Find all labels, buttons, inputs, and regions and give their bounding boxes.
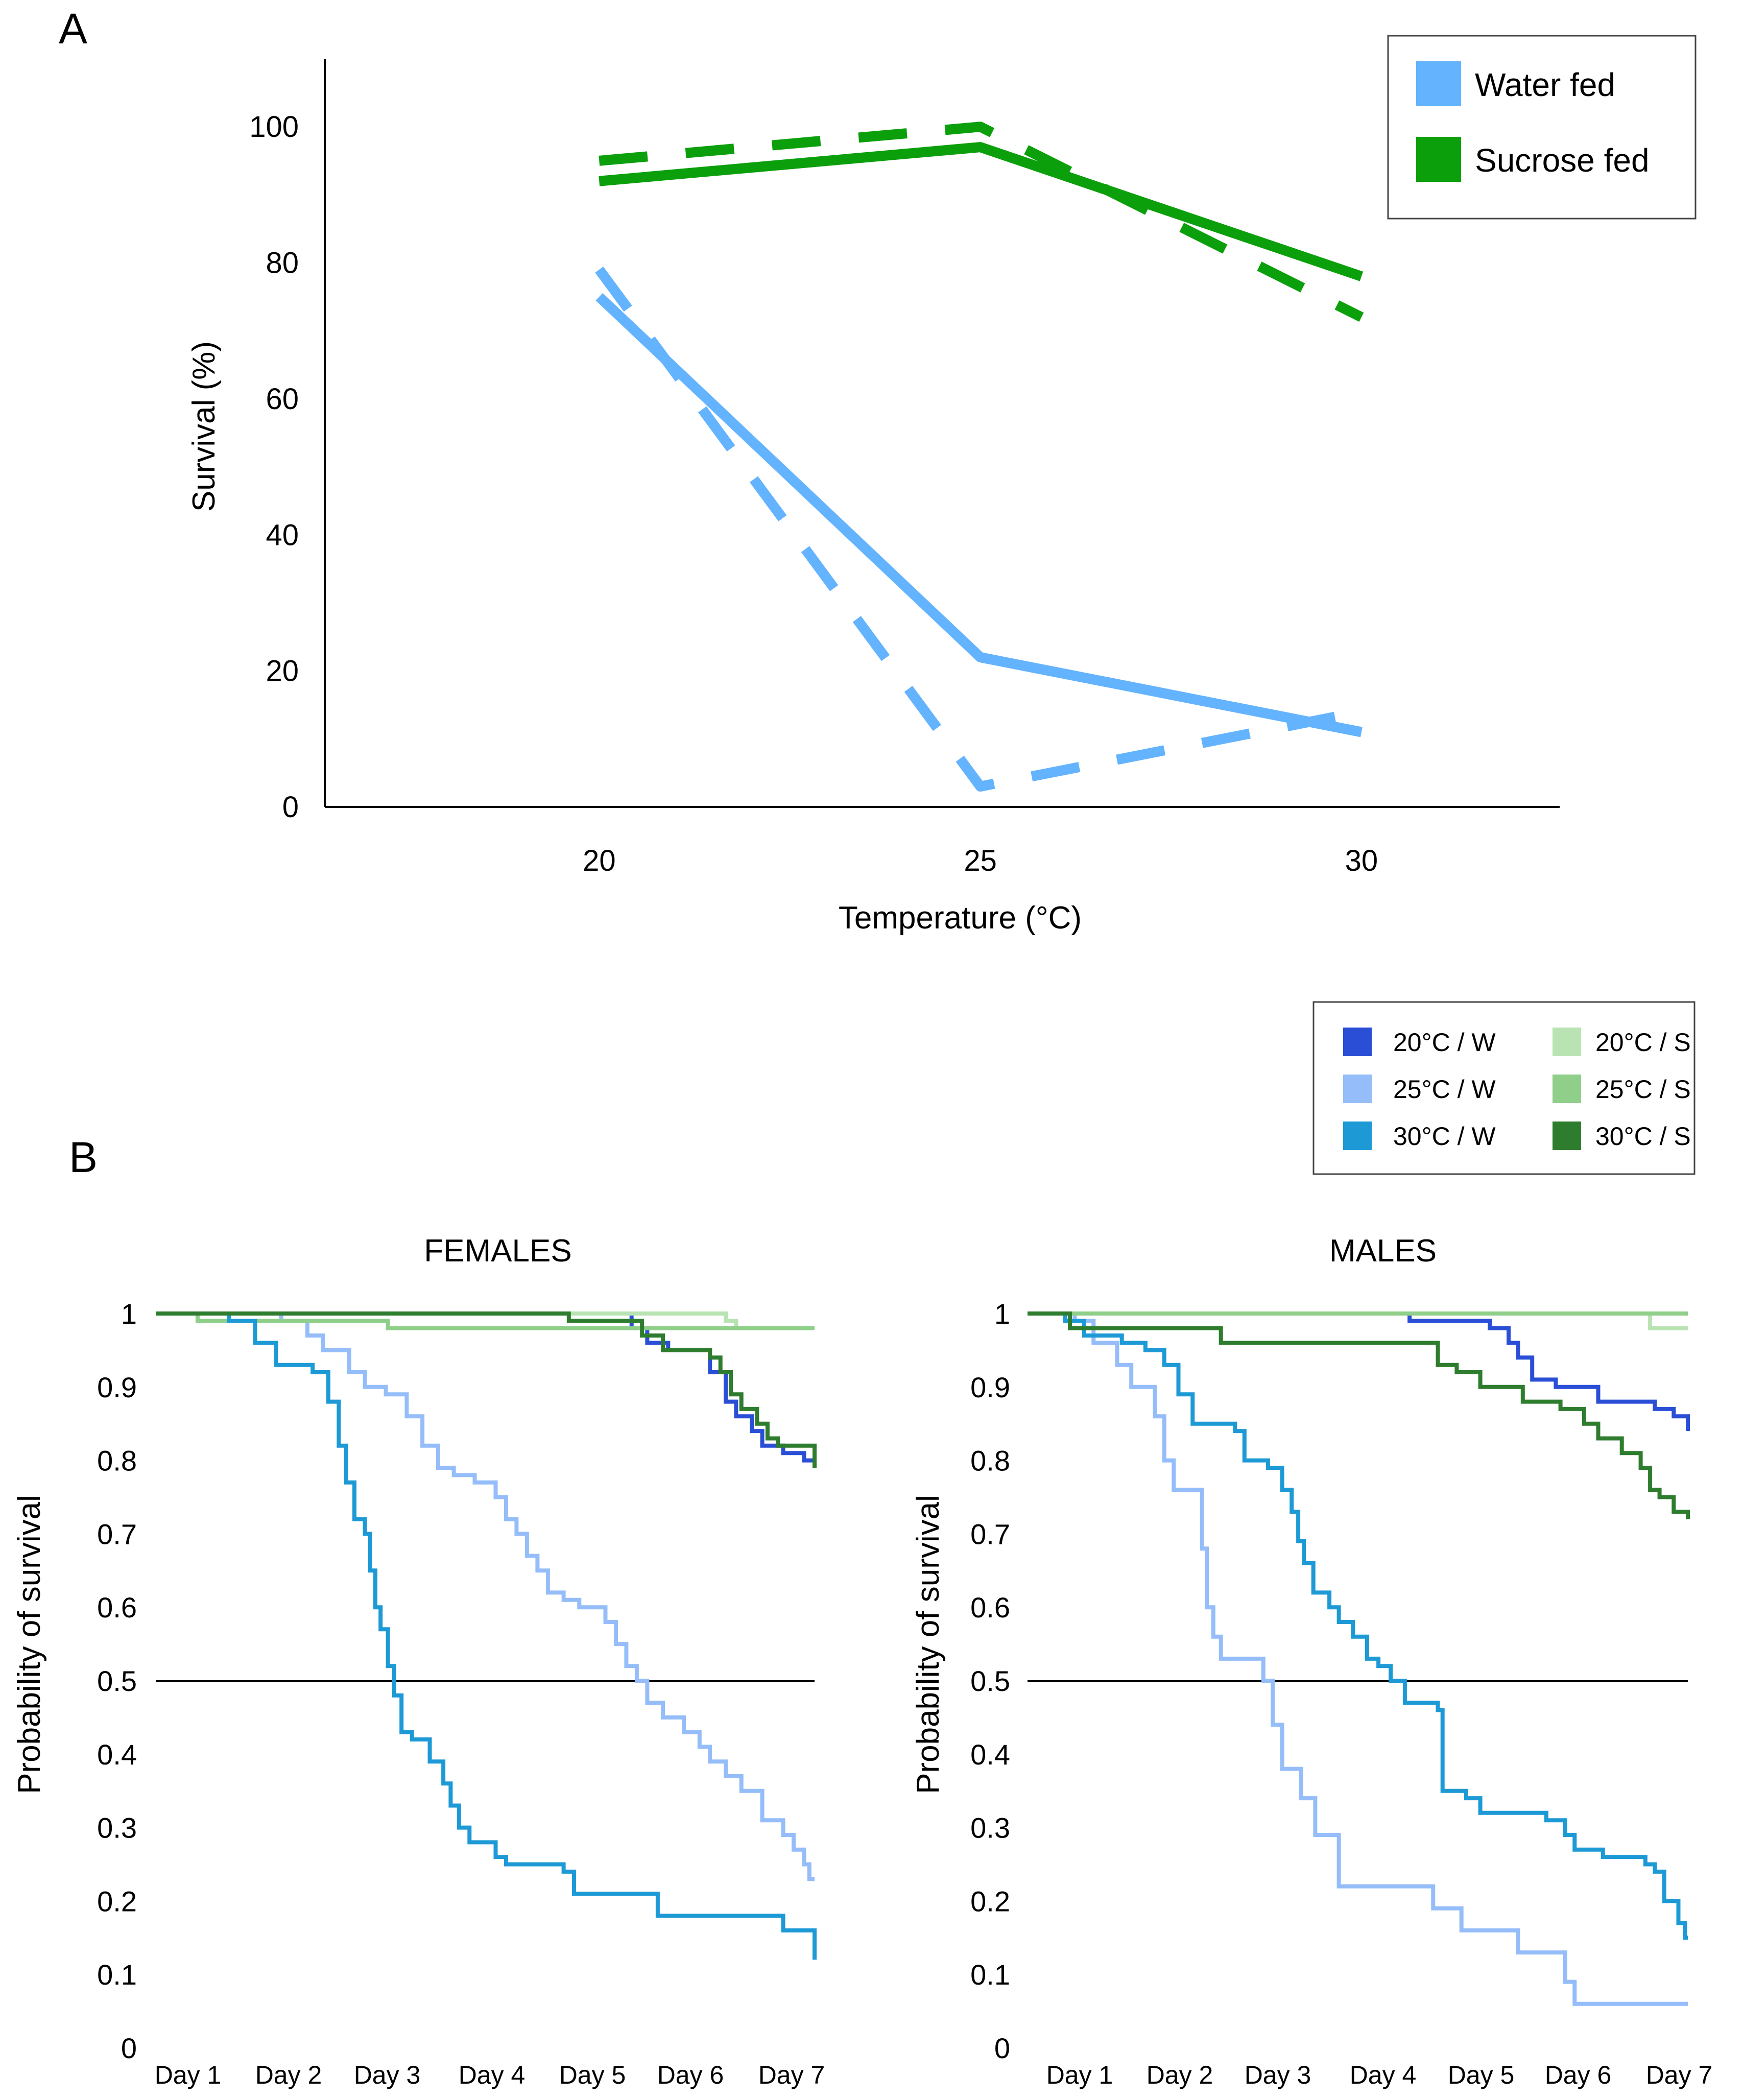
y-tick-label: 0.2	[97, 1885, 137, 1917]
x-tick-label: 30	[1345, 844, 1378, 877]
y-tick-label: 0	[994, 2032, 1010, 2064]
y-tick-label: 0.4	[970, 1738, 1010, 1771]
series-group-males	[1028, 1311, 1690, 2006]
y-tick-label: 0.1	[970, 1959, 1010, 1991]
y-tick-label: 0.9	[970, 1371, 1010, 1403]
y-tick-label: 0.4	[97, 1738, 137, 1771]
y-tick-label: 1	[994, 1298, 1010, 1330]
y-tick-label: 0	[121, 2032, 137, 2064]
y-tick-label: 0	[282, 791, 299, 824]
panel-a: A 0 20 40 60 80 100 20 25 30 Survival (%) Tempe…	[59, 5, 1697, 936]
legend-label-25-w: 25°C / W	[1393, 1075, 1496, 1104]
legend-b: 20°C / W 20°C / S 25°C / W 25°C / S 30°C…	[1312, 1001, 1696, 1175]
legend-swatch-30-w	[1343, 1121, 1372, 1150]
x-tick-label: Day 3	[1245, 2061, 1311, 2089]
females-25c-w-curve	[156, 1311, 815, 1881]
water-fed-dashed-line	[595, 266, 1363, 792]
legend-label-water: Water fed	[1475, 66, 1615, 103]
y-tick-labels: 0 20 40 60 80 100	[249, 110, 299, 824]
y-axis-title-females: Probability of survival	[12, 1495, 47, 1794]
sucrose-fed-dashed-line	[599, 122, 1364, 322]
y-tick-label: 0.5	[97, 1665, 137, 1697]
y-tick-label: 0.3	[970, 1812, 1010, 1844]
y-tick-label: 0.8	[970, 1445, 1010, 1477]
y-tick-label: 1	[121, 1298, 137, 1330]
subplot-title-males: MALES	[1329, 1233, 1437, 1269]
legend-label-30-s: 30°C / S	[1595, 1122, 1691, 1151]
legend-swatch-30-s	[1553, 1121, 1581, 1150]
y-tick-label: 0.2	[970, 1885, 1010, 1917]
legend: Water fed Sucrose fed	[1387, 35, 1697, 220]
males-20c-s-curve	[1028, 1311, 1688, 1330]
x-tick-label: 20	[583, 844, 616, 877]
y-tick-label: 80	[266, 247, 299, 280]
x-tick-label: Day 5	[559, 2061, 626, 2089]
males-25c-w-curve	[1028, 1311, 1688, 2006]
series-group-females	[156, 1311, 817, 1960]
y-axis-title: Survival (%)	[186, 341, 222, 512]
y-tick-label: 20	[266, 655, 299, 688]
legend-swatch-25-s	[1553, 1075, 1581, 1103]
y-tick-label: 0.3	[97, 1812, 137, 1844]
y-tick-label: 0.7	[97, 1518, 137, 1550]
x-tick-label: Day 1	[1046, 2061, 1113, 2089]
sucrose-fed-solid-line	[599, 142, 1364, 281]
legend-label-20-w: 20°C / W	[1393, 1028, 1496, 1057]
y-tick-label: 0.9	[97, 1371, 137, 1403]
x-tick-label: Day 6	[1545, 2061, 1612, 2089]
x-tick-label: Day 4	[459, 2061, 526, 2089]
x-tick-labels-males: Day 1 Day 2 Day 3 Day 4 Day 5 Day 6 Day 7	[1046, 2061, 1713, 2089]
x-tick-label: 25	[964, 844, 997, 877]
panel-b: B 20°C / W 20°C / S 25°C / W 25°C / S 30…	[12, 1001, 1712, 2089]
x-tick-label: Day 3	[354, 2061, 421, 2089]
males-30c-w-curve	[1028, 1311, 1688, 1940]
legend-b-box	[1312, 1001, 1696, 1175]
x-tick-label: Day 5	[1448, 2061, 1515, 2089]
females-30c-s-curve	[156, 1311, 817, 1468]
legend-label-25-s: 25°C / S	[1595, 1075, 1691, 1104]
legend-swatch-water	[1416, 61, 1461, 106]
y-tick-label: 0.8	[97, 1445, 137, 1477]
x-tick-labels-females: Day 1 Day 2 Day 3 Day 4 Day 5 Day 6 Day 7	[155, 2061, 825, 2089]
water-fed-solid-line	[595, 293, 1363, 737]
x-tick-label: Day 1	[155, 2061, 222, 2089]
subplot-females: FEMALES Probability of survival 00.10.20…	[12, 1233, 825, 2089]
x-tick-label: Day 7	[758, 2061, 825, 2089]
y-tick-label: 0.5	[970, 1665, 1010, 1697]
y-tick-label: 0.7	[970, 1518, 1010, 1550]
females-30c-w-curve	[156, 1311, 817, 1960]
y-tick-label: 0.6	[970, 1591, 1010, 1624]
legend-swatch-20-s	[1553, 1028, 1581, 1056]
x-tick-label: Day 6	[657, 2061, 724, 2089]
y-tick-labels-males: 0 0.1 0.2 0.3 0.4 0.5 0.6 0.7 0.8 0.9 1	[970, 1298, 1010, 2064]
subplot-title-females: FEMALES	[424, 1233, 571, 1269]
x-tick-label: Day 7	[1646, 2061, 1713, 2089]
x-tick-label: Day 2	[255, 2061, 322, 2089]
legend-label-30-w: 30°C / W	[1393, 1122, 1496, 1151]
y-tick-label: 0.1	[97, 1959, 137, 1991]
x-tick-label: Day 4	[1350, 2061, 1417, 2089]
males-20c-w-curve	[1028, 1311, 1690, 1431]
y-tick-labels-females: 0 0.1 0.2 0.3 0.4 0.5 0.6 0.7 0.8 0.9 1	[97, 1298, 137, 2064]
males-30c-s-curve	[1028, 1311, 1690, 1519]
panel-letter-a: A	[59, 5, 87, 53]
y-axis-title-males: Probability of survival	[911, 1495, 946, 1794]
legend-label-sucrose: Sucrose fed	[1475, 142, 1650, 179]
subplot-males: MALES Probability of survival 0 0.1 0.2 0.3…	[911, 1233, 1712, 2089]
x-tick-labels: 20 25 30	[583, 844, 1378, 877]
legend-swatch-25-w	[1343, 1075, 1372, 1103]
series-group	[595, 122, 1364, 792]
legend-label-20-s: 20°C / S	[1595, 1028, 1691, 1057]
panel-letter-b: B	[69, 1133, 98, 1181]
y-tick-label: 0.6	[97, 1591, 137, 1624]
x-axis-title: Temperature (°C)	[839, 900, 1082, 936]
y-tick-label: 100	[249, 110, 299, 144]
y-tick-label: 40	[266, 518, 299, 552]
legend-swatch-sucrose	[1416, 137, 1461, 182]
x-tick-label: Day 2	[1147, 2061, 1213, 2089]
legend-swatch-20-w	[1343, 1028, 1372, 1056]
y-tick-label: 60	[266, 383, 299, 416]
